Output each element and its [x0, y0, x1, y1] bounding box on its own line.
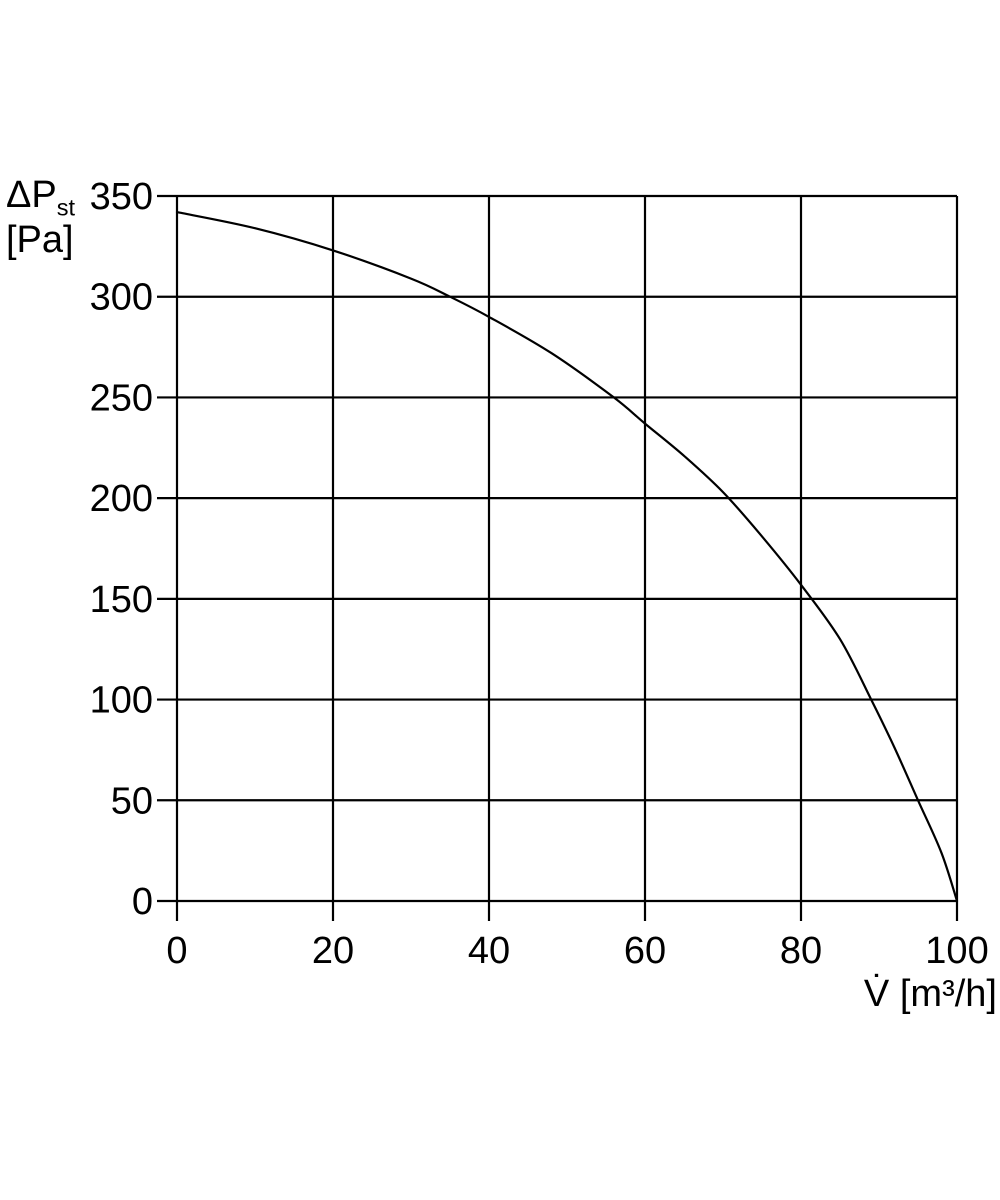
pressure-curve	[175, 211, 959, 903]
x-axis-unit: [m³/h]	[899, 973, 997, 1015]
grid-lines	[157, 194, 959, 921]
x-axis-symbol: V̇	[863, 973, 890, 1015]
y-tick-label: 350	[90, 176, 153, 218]
x-axis-label: V̇ [m³/h]	[864, 975, 997, 1013]
y-tick-label: 100	[90, 680, 153, 722]
x-tick-label: 0	[166, 930, 187, 972]
y-tick-label: 200	[90, 478, 153, 520]
y-tick-label: 250	[90, 377, 153, 419]
y-axis-label-symbol-line: ΔPst	[6, 173, 76, 221]
x-tick-label: 60	[624, 930, 666, 972]
x-tick-label: 100	[925, 930, 988, 972]
y-tick-label: 0	[132, 881, 153, 923]
y-axis-symbol: ΔP	[6, 174, 57, 216]
pressure-curve-path	[175, 211, 959, 903]
y-tick-label: 50	[111, 780, 153, 822]
x-tick-label: 80	[780, 930, 822, 972]
y-tick-label: 300	[90, 277, 153, 319]
y-axis-unit: [Pa]	[6, 219, 74, 261]
x-tick-label: 20	[312, 930, 354, 972]
y-tick-label: 150	[90, 579, 153, 621]
y-tick-labels: 0 50 100 150 200 250 300 350	[90, 176, 153, 923]
x-tick-labels: 0 20 40 60 80 100	[166, 930, 988, 972]
y-axis-subscript: st	[56, 194, 76, 221]
y-axis-label: ΔPst [Pa]	[6, 173, 75, 263]
x-tick-label: 40	[468, 930, 510, 972]
